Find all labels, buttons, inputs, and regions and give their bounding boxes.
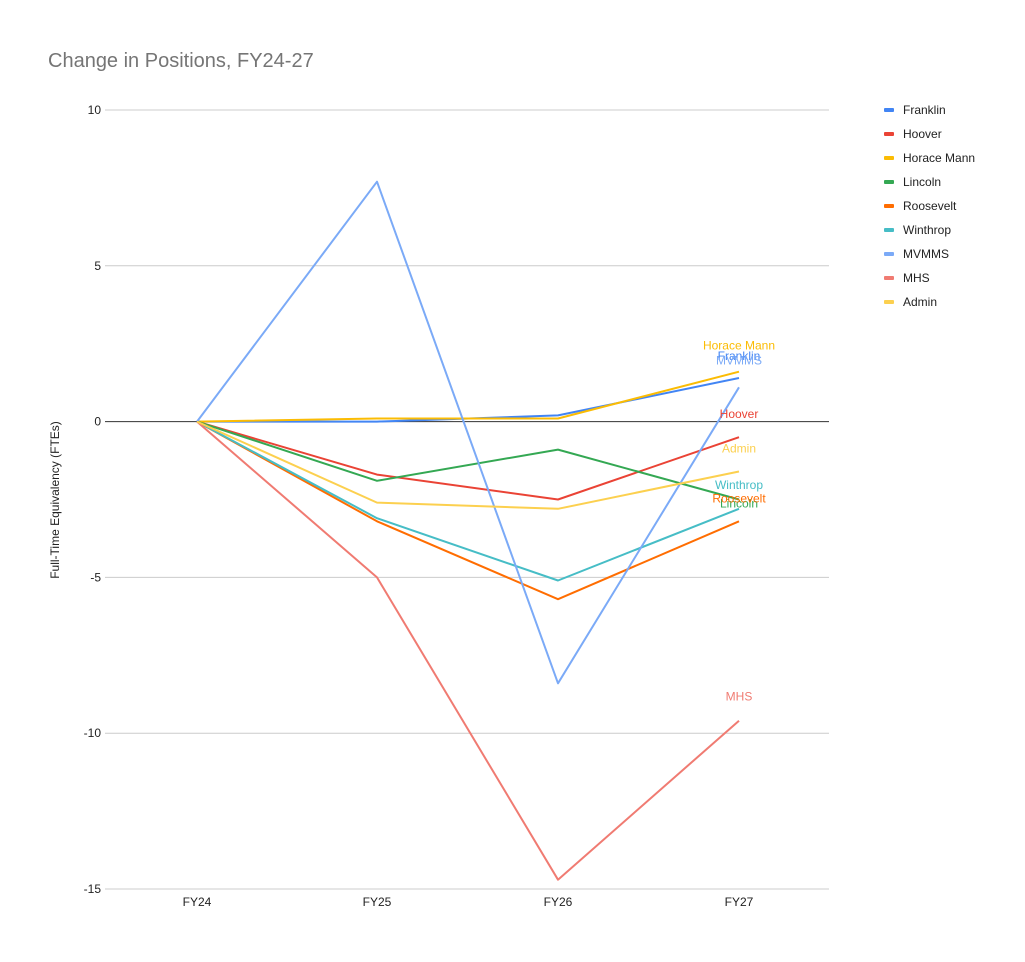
x-tick-label: FY27 [725, 895, 754, 909]
y-tick-label: -5 [90, 570, 101, 584]
series-lines [196, 180, 740, 881]
series-line-lincoln [196, 420, 740, 501]
series-line-franklin [197, 377, 740, 423]
legend-item[interactable]: Winthrop [903, 223, 951, 237]
end-label-horace-mann: Horace Mann [703, 339, 775, 353]
chart-title: Change in Positions, FY24-27 [48, 50, 314, 72]
x-tick-label: FY24 [183, 895, 212, 909]
y-tick-label: -10 [84, 726, 102, 740]
x-axis-ticks: FY24 FY25 FY26 FY27 [183, 895, 754, 909]
legend-item[interactable]: MVMMS [903, 247, 949, 261]
legend-item[interactable]: Horace Mann [903, 151, 975, 165]
legend-swatch [884, 228, 894, 232]
end-label-winthrop: Winthrop [715, 478, 763, 492]
y-tick-label: 10 [88, 103, 102, 117]
legend-swatch [884, 132, 894, 136]
y-tick-label: -15 [84, 882, 102, 896]
y-tick-label: 0 [94, 415, 101, 429]
x-tick-label: FY26 [544, 895, 573, 909]
legend-item[interactable]: Roosevelt [903, 199, 957, 213]
legend-item[interactable]: Franklin [903, 103, 946, 117]
series-line-admin [196, 420, 740, 510]
series-line-mvmms [196, 180, 740, 685]
legend-swatch [884, 204, 894, 208]
legend-item[interactable]: Admin [903, 295, 937, 309]
series-line-horace-mann [196, 370, 740, 423]
series-line-hoover [196, 420, 740, 501]
legend-swatch [884, 300, 894, 304]
y-tick-label: 5 [94, 259, 101, 273]
end-label-hoover: Hoover [720, 407, 759, 421]
series-line-mhs [196, 420, 740, 881]
legend-item[interactable]: Hoover [903, 127, 942, 141]
legend-item[interactable]: MHS [903, 271, 930, 285]
end-label-franklin: Franklin [718, 349, 761, 363]
legend-item[interactable]: Lincoln [903, 175, 941, 189]
series-line-roosevelt [196, 420, 740, 601]
end-label-mhs: MHS [726, 690, 753, 704]
legend-swatch [884, 156, 894, 160]
y-axis-label: Full-Time Equivalency (FTEs) [48, 421, 62, 579]
end-label-admin: Admin [722, 441, 756, 455]
legend-swatch [884, 180, 894, 184]
legend-swatch [884, 252, 894, 256]
legend-swatch [884, 276, 894, 280]
legend: Franklin Hoover Horace Mann Lincoln Roosevel… [884, 103, 975, 309]
end-label-mvmms: MVMMS [716, 353, 762, 367]
legend-swatch [884, 108, 894, 112]
series-end-labels: Franklin Hoover Horace Mann LincolnRoosevel… [703, 339, 775, 704]
end-label-roosevelt: Roosevelt [712, 491, 766, 505]
series-line-winthrop [196, 420, 740, 582]
y-axis-ticks: 10 5 0 -5 -10 -15 [84, 103, 102, 896]
x-tick-label: FY25 [363, 895, 392, 909]
end-label-lincoln: Lincoln [720, 497, 758, 511]
